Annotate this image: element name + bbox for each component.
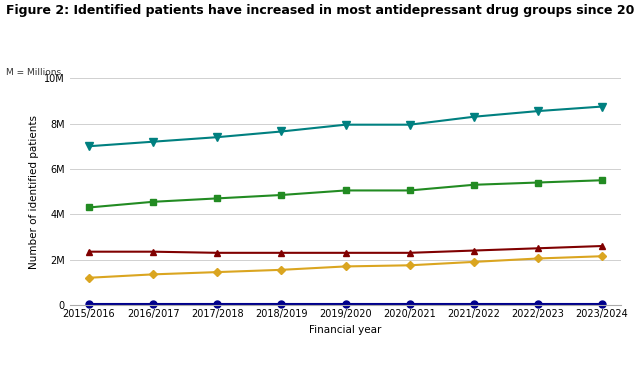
Selective serotonin re-uptake inhibitors <box>534 180 541 185</box>
Line: Tricyclic and related antidepressant drugs: Tricyclic and related antidepressant dru… <box>86 242 605 256</box>
Selective serotonin re-uptake inhibitors <box>85 205 93 210</box>
Tricyclic and related antidepressant drugs <box>278 251 285 255</box>
Text: M = Millions: M = Millions <box>6 68 61 77</box>
Monoamine-oxidase inhibitors (MAOIs) <box>342 302 349 307</box>
Monoamine-oxidase inhibitors (MAOIs) <box>534 302 541 307</box>
Other antidepressant drugs <box>534 256 541 261</box>
Other antidepressant drugs <box>150 272 157 277</box>
Monoamine-oxidase inhibitors (MAOIs) <box>406 302 413 307</box>
Other antidepressant drugs <box>406 263 413 267</box>
Tricyclic and related antidepressant drugs <box>85 249 93 254</box>
Line: Monoamine-oxidase inhibitors (MAOIs): Monoamine-oxidase inhibitors (MAOIs) <box>86 301 605 308</box>
Line: Total number of identified patients: Total number of identified patients <box>85 102 606 151</box>
Total number of identified patients <box>342 122 349 127</box>
Monoamine-oxidase inhibitors (MAOIs) <box>150 302 157 307</box>
Total number of identified patients <box>534 109 541 113</box>
Line: Selective serotonin re-uptake inhibitors: Selective serotonin re-uptake inhibitors <box>86 177 605 211</box>
Selective serotonin re-uptake inhibitors <box>150 199 157 204</box>
Other antidepressant drugs <box>278 267 285 272</box>
Tricyclic and related antidepressant drugs <box>406 251 413 255</box>
Other antidepressant drugs <box>598 254 606 258</box>
Total number of identified patients <box>85 144 93 149</box>
Selective serotonin re-uptake inhibitors <box>406 188 413 193</box>
Monoamine-oxidase inhibitors (MAOIs) <box>85 302 93 307</box>
Other antidepressant drugs <box>470 260 477 264</box>
Monoamine-oxidase inhibitors (MAOIs) <box>470 302 477 307</box>
Tricyclic and related antidepressant drugs <box>470 248 477 253</box>
Total number of identified patients <box>470 115 477 119</box>
Text: Figure 2: Identified patients have increased in most antidepressant drug groups : Figure 2: Identified patients have incre… <box>6 4 634 17</box>
Tricyclic and related antidepressant drugs <box>150 249 157 254</box>
Tricyclic and related antidepressant drugs <box>214 251 221 255</box>
Total number of identified patients <box>406 122 413 127</box>
Total number of identified patients <box>278 129 285 134</box>
X-axis label: Financial year: Financial year <box>309 325 382 335</box>
Line: Other antidepressant drugs: Other antidepressant drugs <box>86 253 605 281</box>
Total number of identified patients <box>214 135 221 140</box>
Monoamine-oxidase inhibitors (MAOIs) <box>598 302 606 307</box>
Total number of identified patients <box>598 104 606 109</box>
Selective serotonin re-uptake inhibitors <box>278 193 285 197</box>
Tricyclic and related antidepressant drugs <box>598 244 606 248</box>
Selective serotonin re-uptake inhibitors <box>598 178 606 183</box>
Other antidepressant drugs <box>342 264 349 269</box>
Y-axis label: Number of identified patients: Number of identified patients <box>29 115 39 269</box>
Tricyclic and related antidepressant drugs <box>342 251 349 255</box>
Tricyclic and related antidepressant drugs <box>534 246 541 251</box>
Selective serotonin re-uptake inhibitors <box>342 188 349 193</box>
Total number of identified patients <box>150 139 157 144</box>
Monoamine-oxidase inhibitors (MAOIs) <box>214 302 221 307</box>
Selective serotonin re-uptake inhibitors <box>214 196 221 201</box>
Monoamine-oxidase inhibitors (MAOIs) <box>278 302 285 307</box>
Other antidepressant drugs <box>85 275 93 280</box>
Selective serotonin re-uptake inhibitors <box>470 183 477 187</box>
Other antidepressant drugs <box>214 270 221 274</box>
